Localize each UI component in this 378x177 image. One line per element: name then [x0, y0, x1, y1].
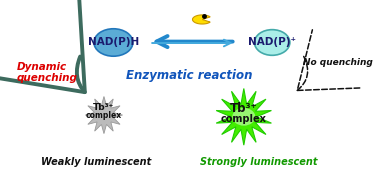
Text: Weakly luminescent: Weakly luminescent: [41, 157, 152, 167]
Text: NAD(P)⁺: NAD(P)⁺: [248, 38, 296, 47]
Wedge shape: [192, 15, 210, 24]
Text: Enzymatic reaction: Enzymatic reaction: [126, 69, 252, 82]
Polygon shape: [216, 88, 271, 145]
Polygon shape: [85, 96, 122, 134]
Text: NAD(P)H: NAD(P)H: [88, 38, 139, 47]
Ellipse shape: [254, 30, 290, 55]
Ellipse shape: [94, 29, 133, 56]
Text: Tb³⁺: Tb³⁺: [93, 104, 115, 112]
FancyArrowPatch shape: [297, 30, 360, 90]
Ellipse shape: [232, 108, 255, 126]
Text: Strongly luminescent: Strongly luminescent: [200, 157, 318, 167]
Text: complex: complex: [221, 114, 267, 124]
FancyArrowPatch shape: [0, 0, 85, 92]
Text: Tb³⁺: Tb³⁺: [230, 102, 258, 115]
Text: complex: complex: [86, 112, 122, 120]
Text: No quenching: No quenching: [304, 58, 373, 67]
Text: Dynamic
quenching: Dynamic quenching: [17, 62, 78, 83]
